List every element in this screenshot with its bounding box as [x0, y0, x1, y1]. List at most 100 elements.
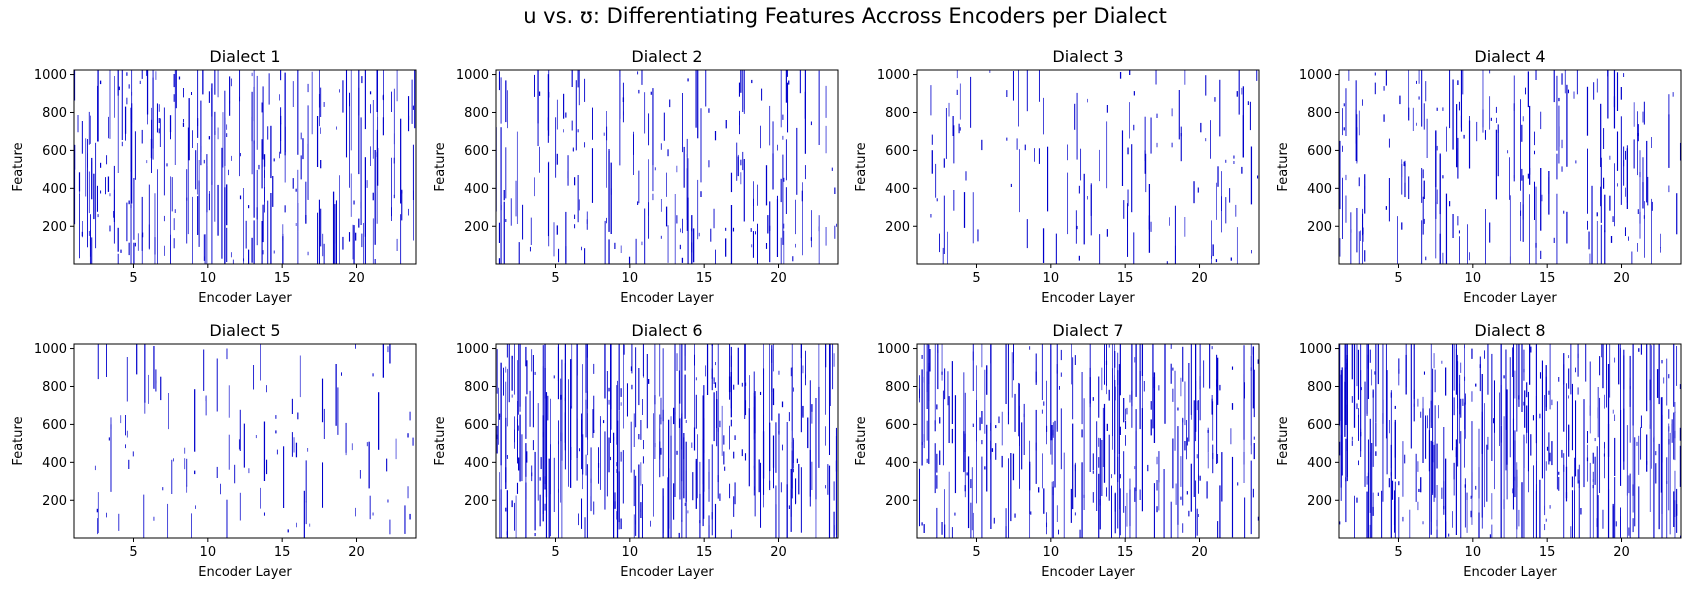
feature-marks — [94, 344, 414, 538]
y-axis-label: Feature — [11, 142, 26, 191]
x-axis-label: Encoder Layer — [1041, 565, 1135, 580]
y-tick-label: 600 — [885, 144, 910, 159]
x-tick-label: 15 — [274, 271, 291, 286]
x-tick-label: 5 — [129, 271, 137, 286]
y-tick-label: 200 — [42, 494, 67, 509]
y-tick-label: 600 — [464, 144, 489, 159]
x-axis-label: Encoder Layer — [620, 565, 714, 580]
y-tick-label: 200 — [464, 494, 489, 509]
y-tick-label: 400 — [1307, 182, 1332, 197]
y-axis-label: Feature — [433, 416, 448, 465]
y-tick-label: 400 — [464, 456, 489, 471]
x-tick-label: 10 — [1043, 545, 1060, 560]
x-tick-label: 5 — [1394, 545, 1402, 560]
y-axis-label: Feature — [854, 416, 869, 465]
x-tick-label: 10 — [622, 271, 639, 286]
subplot-6: 5 10 15 20 200 400 600 800 1000 Dialect 6 Encoder … — [433, 321, 839, 580]
x-tick-label: 10 — [1465, 545, 1482, 560]
subplot-4: 5 10 15 20 200 400 600 800 1000 Dialect 4 Encoder … — [1276, 47, 1682, 306]
x-tick-label: 10 — [200, 545, 217, 560]
y-tick-label: 400 — [464, 182, 489, 197]
x-tick-label: 15 — [1117, 545, 1134, 560]
y-tick-label: 1000 — [1299, 68, 1332, 83]
y-axis-label: Feature — [854, 142, 869, 191]
subplot-1: 5 10 15 20 200 400 600 800 1000 Dialect 1 Encoder … — [11, 47, 417, 306]
x-tick-label: 20 — [1613, 545, 1630, 560]
x-tick-label: 10 — [1465, 271, 1482, 286]
y-tick-label: 1000 — [877, 342, 910, 357]
y-tick-label: 600 — [42, 418, 67, 433]
axes-frame — [495, 343, 839, 539]
feature-marks — [496, 70, 837, 264]
y-tick-label: 600 — [1307, 418, 1332, 433]
x-tick-label: 20 — [1613, 271, 1630, 286]
axes-frame — [73, 343, 417, 539]
subplot-title: Dialect 5 — [209, 321, 280, 340]
y-tick-label: 1000 — [34, 68, 67, 83]
y-tick-label: 1000 — [877, 68, 910, 83]
x-tick-label: 20 — [348, 271, 365, 286]
feature-marks — [74, 70, 416, 264]
axes-frame — [916, 343, 1260, 539]
y-tick-label: 200 — [42, 220, 67, 235]
x-tick-label: 15 — [274, 545, 291, 560]
y-tick-label: 800 — [885, 380, 910, 395]
feature-marks — [918, 344, 1259, 538]
feature-marks — [930, 70, 1259, 264]
x-tick-label: 15 — [1539, 271, 1556, 286]
subplot-3: 5 10 15 20 200 400 600 800 1000 Dialect 3 Encoder … — [854, 47, 1260, 306]
subplot-title: Dialect 1 — [209, 47, 280, 66]
x-tick-label: 20 — [348, 545, 365, 560]
y-tick-label: 200 — [1307, 494, 1332, 509]
axes-frame — [73, 69, 417, 265]
subplot-8: 5 10 15 20 200 400 600 800 1000 Dialect 8 Encoder … — [1276, 321, 1682, 580]
x-tick-label: 15 — [1539, 545, 1556, 560]
axes-frame — [1338, 343, 1682, 539]
y-tick-label: 600 — [1307, 144, 1332, 159]
x-tick-label: 10 — [622, 545, 639, 560]
x-tick-label: 10 — [200, 271, 217, 286]
y-tick-label: 800 — [1307, 106, 1332, 121]
x-tick-label: 15 — [1117, 271, 1134, 286]
x-tick-label: 20 — [770, 545, 787, 560]
feature-marks — [496, 344, 838, 538]
y-tick-label: 200 — [464, 220, 489, 235]
subplot-2: 5 10 15 20 200 400 600 800 1000 Dialect 2 Encoder … — [433, 47, 839, 306]
y-tick-label: 800 — [885, 106, 910, 121]
y-tick-label: 200 — [885, 494, 910, 509]
x-tick-label: 15 — [696, 271, 713, 286]
x-tick-label: 5 — [972, 545, 980, 560]
x-axis-label: Encoder Layer — [1041, 291, 1135, 306]
subplot-title: Dialect 2 — [631, 47, 702, 66]
y-tick-label: 800 — [42, 380, 67, 395]
y-tick-label: 400 — [42, 182, 67, 197]
feature-marks — [1339, 344, 1681, 538]
x-tick-label: 5 — [1394, 271, 1402, 286]
subplot-title: Dialect 7 — [1052, 321, 1123, 340]
axes-frame — [495, 69, 839, 265]
y-tick-label: 600 — [42, 144, 67, 159]
x-axis-label: Encoder Layer — [198, 565, 292, 580]
x-tick-label: 20 — [1191, 271, 1208, 286]
subplot-title: Dialect 4 — [1474, 47, 1545, 66]
y-tick-label: 800 — [464, 106, 489, 121]
y-tick-label: 1000 — [34, 342, 67, 357]
subplot-7: 5 10 15 20 200 400 600 800 1000 Dialect 7 Encoder … — [854, 321, 1260, 580]
subplot-title: Dialect 8 — [1474, 321, 1545, 340]
axes-frame — [1338, 69, 1682, 265]
feature-marks — [1339, 70, 1681, 264]
y-tick-label: 800 — [1307, 380, 1332, 395]
x-tick-label: 20 — [1191, 545, 1208, 560]
x-tick-label: 5 — [551, 271, 559, 286]
y-axis-label: Feature — [433, 142, 448, 191]
y-axis-label: Feature — [11, 416, 26, 465]
y-tick-label: 800 — [42, 106, 67, 121]
y-tick-label: 200 — [885, 220, 910, 235]
x-axis-label: Encoder Layer — [620, 291, 714, 306]
subplot-5: 5 10 15 20 200 400 600 800 1000 Dialect 5 Encoder … — [11, 321, 417, 580]
axes-frame — [916, 69, 1260, 265]
y-tick-label: 400 — [42, 456, 67, 471]
x-axis-label: Encoder Layer — [1463, 291, 1557, 306]
